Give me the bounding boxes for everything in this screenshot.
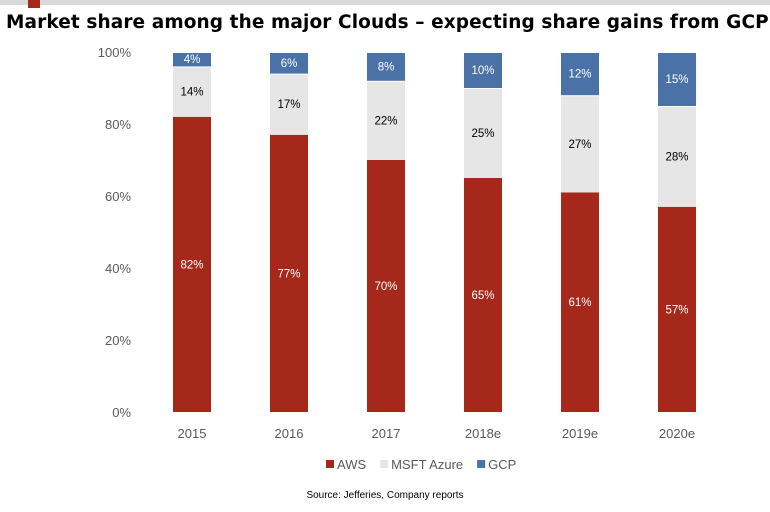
- legend-label: AWS: [337, 457, 366, 472]
- data-label: 77%: [277, 268, 300, 280]
- data-label: 22%: [374, 115, 397, 127]
- bar-segment-aws: [561, 192, 599, 412]
- x-tick-label: 2017: [372, 426, 401, 441]
- bar-segment-gcp: [658, 53, 696, 106]
- chart-title: Market share among the major Clouds – ex…: [6, 12, 769, 33]
- data-label: 10%: [471, 65, 494, 77]
- data-label: 15%: [665, 74, 688, 86]
- bar-segment-gcp: [561, 53, 599, 96]
- x-tick-label: 2019e: [562, 426, 598, 441]
- legend-swatch: [326, 460, 334, 468]
- bar-segment-aws: [658, 206, 696, 412]
- bar-segment-gcp: [464, 53, 502, 88]
- data-label: 28%: [665, 151, 688, 163]
- bar-segment-msft-azure: [561, 96, 599, 193]
- data-label: 82%: [180, 259, 203, 271]
- bar-segment-gcp: [270, 53, 308, 74]
- x-tick-label: 2018e: [465, 426, 501, 441]
- data-label: 57%: [665, 304, 688, 316]
- bar-segment-gcp: [173, 53, 211, 67]
- legend-swatch: [477, 460, 486, 468]
- x-tick-label: 2016: [275, 426, 304, 441]
- y-tick-label: 40%: [105, 261, 131, 276]
- data-label: 14%: [180, 87, 203, 99]
- data-label: 70%: [374, 281, 397, 293]
- x-tick-label: 2015: [178, 426, 207, 441]
- data-label: 27%: [568, 139, 591, 151]
- y-tick-label: 20%: [105, 333, 131, 348]
- legend-swatch: [380, 460, 389, 468]
- data-label: 61%: [568, 297, 591, 309]
- y-tick-label: 80%: [105, 117, 131, 132]
- bar-segment-gcp: [367, 53, 405, 81]
- bar-segment-aws: [270, 134, 308, 413]
- data-label: 8%: [378, 61, 395, 73]
- source-note: Source: Jefferies, Company reports: [306, 490, 464, 501]
- y-tick-label: 60%: [105, 189, 131, 204]
- bar-segment-aws: [173, 116, 211, 413]
- bar-segment-msft-azure: [658, 107, 696, 207]
- accent-mark: [28, 0, 40, 8]
- bar-segment-msft-azure: [173, 67, 211, 117]
- bar-segment-msft-azure: [270, 74, 308, 135]
- data-label: 6%: [281, 58, 298, 70]
- data-label: 12%: [568, 69, 591, 81]
- bar-segment-aws: [367, 160, 405, 412]
- legend-label: GCP: [488, 457, 516, 472]
- data-label: 17%: [277, 99, 300, 111]
- top-band: [0, 0, 770, 5]
- data-label: 4%: [184, 54, 201, 66]
- bar-segment-msft-azure: [464, 89, 502, 178]
- legend-label: MSFT Azure: [391, 457, 463, 472]
- data-label: 25%: [471, 128, 494, 140]
- data-label: 65%: [471, 290, 494, 302]
- y-tick-label: 0%: [112, 405, 131, 420]
- bar-segment-msft-azure: [367, 81, 405, 160]
- x-tick-label: 2020e: [659, 426, 695, 441]
- bar-segment-aws: [464, 178, 502, 412]
- y-tick-label: 100%: [98, 45, 132, 60]
